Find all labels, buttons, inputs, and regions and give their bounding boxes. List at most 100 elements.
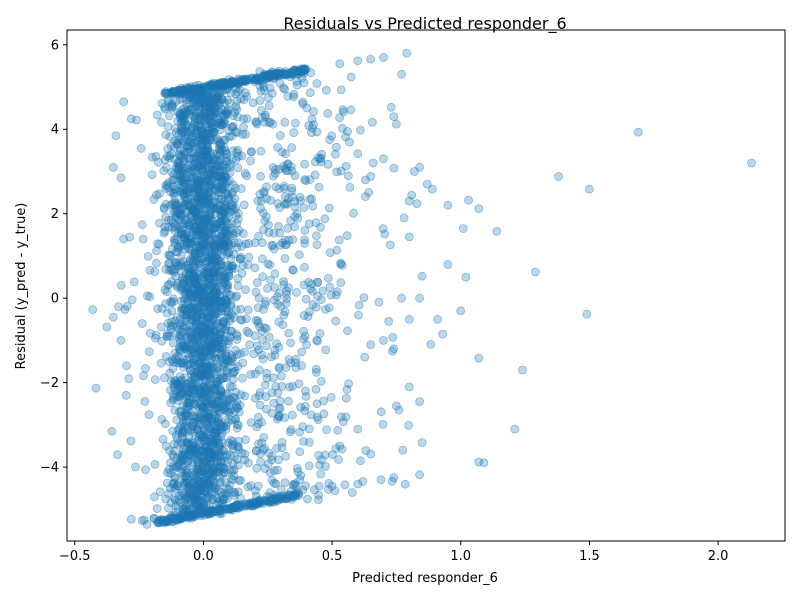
scatter-point <box>192 327 202 337</box>
scatter-point <box>250 263 260 273</box>
scatter-point <box>200 158 210 168</box>
scatter-point <box>143 251 153 261</box>
scatter-point <box>144 410 154 420</box>
scatter-point <box>129 277 139 287</box>
x-tick-label: 2.0 <box>708 549 729 564</box>
scatter-point <box>204 371 214 380</box>
scatter-point <box>170 123 180 133</box>
scatter-point <box>474 204 484 214</box>
scatter-point <box>192 480 202 490</box>
scatter-point <box>215 408 225 417</box>
scatter-point <box>193 136 203 146</box>
scatter-point <box>290 171 300 181</box>
scatter-point <box>197 236 207 245</box>
scatter-point <box>161 181 171 191</box>
scatter-point <box>178 156 188 166</box>
scatter-point <box>202 463 212 473</box>
scatter-point <box>188 451 197 461</box>
scatter-point <box>190 120 200 130</box>
scatter-point <box>270 350 280 360</box>
scatter-point <box>438 329 448 339</box>
scatter-point <box>169 478 179 488</box>
scatter-point <box>198 146 208 156</box>
scatter-point <box>260 216 270 226</box>
scatter-point <box>156 117 166 127</box>
scatter-point <box>284 328 294 338</box>
scatter-point <box>187 345 197 355</box>
scatter-point <box>415 293 425 303</box>
scatter-point <box>205 313 214 323</box>
scatter-point <box>203 446 213 456</box>
scatter-point <box>169 382 179 392</box>
scatter-point <box>211 223 221 233</box>
scatter-point <box>402 48 412 58</box>
scatter-point <box>176 388 186 398</box>
scatter-point <box>203 187 213 197</box>
scatter-point <box>360 352 370 362</box>
scatter-point <box>303 494 312 504</box>
scatter-point <box>366 340 376 350</box>
scatter-point <box>192 280 202 290</box>
scatter-point <box>192 128 202 138</box>
scatter-point <box>233 163 243 173</box>
scatter-point <box>171 212 181 222</box>
scatter-point <box>122 361 131 371</box>
scatter-point <box>197 83 207 92</box>
scatter-point <box>192 465 201 475</box>
scatter-point <box>122 301 132 311</box>
scatter-point <box>161 212 171 222</box>
scatter-point <box>207 180 217 190</box>
scatter-point <box>204 303 213 313</box>
scatter-point <box>161 352 171 361</box>
scatter-point <box>208 362 218 372</box>
scatter-point <box>198 352 208 362</box>
scatter-point <box>240 391 250 401</box>
scatter-point <box>191 249 201 259</box>
scatter-point <box>230 108 240 117</box>
scatter-point <box>217 216 226 226</box>
scatter-point <box>217 95 227 105</box>
scatter-point <box>288 265 298 275</box>
scatter-point <box>145 265 155 275</box>
scatter-point <box>178 279 188 288</box>
scatter-point <box>126 114 136 124</box>
scatter-point <box>209 400 219 410</box>
scatter-point <box>174 161 184 171</box>
scatter-point <box>295 427 304 437</box>
scatter-point <box>229 367 238 377</box>
scatter-point <box>218 446 228 456</box>
scatter-point <box>154 239 164 249</box>
scatter-point <box>223 85 233 94</box>
scatter-point <box>209 428 219 438</box>
scatter-point <box>275 396 285 406</box>
scatter-point <box>461 272 471 282</box>
scatter-point <box>187 205 197 215</box>
scatter-point <box>252 463 262 473</box>
scatter-point <box>222 236 232 246</box>
scatter-point <box>232 105 242 114</box>
scatter-point <box>280 254 290 263</box>
scatter-point <box>193 84 203 94</box>
scatter-point <box>492 226 502 236</box>
scatter-point <box>252 422 262 432</box>
scatter-point <box>196 338 206 348</box>
scatter-point <box>211 338 221 348</box>
scatter-point <box>287 186 297 196</box>
scatter-point <box>353 479 363 489</box>
scatter-point <box>394 405 404 415</box>
scatter-point <box>226 474 236 484</box>
scatter-point <box>216 195 226 204</box>
scatter-point <box>154 189 164 199</box>
scatter-point <box>289 128 299 138</box>
scatter-point <box>412 199 422 209</box>
scatter-point <box>218 303 228 313</box>
scatter-point <box>225 465 235 475</box>
scatter-point <box>219 202 229 212</box>
scatter-point <box>211 260 221 270</box>
scatter-point <box>168 207 178 217</box>
scatter-point <box>299 311 309 320</box>
scatter-point <box>280 117 290 127</box>
scatter-point <box>258 272 268 282</box>
scatter-point <box>389 344 399 354</box>
scatter-point <box>264 118 274 128</box>
